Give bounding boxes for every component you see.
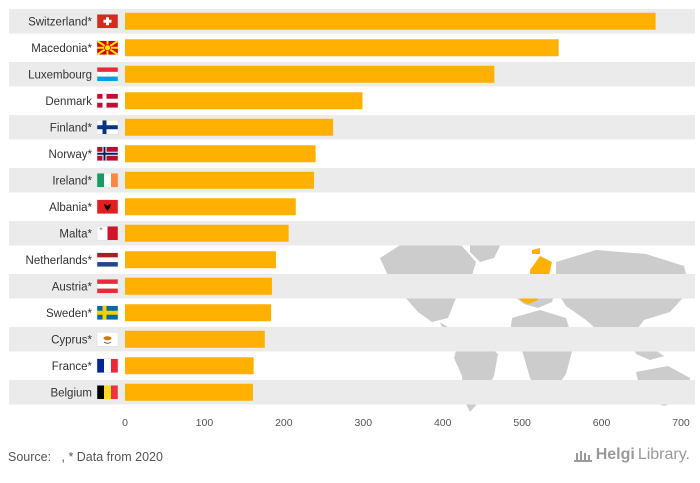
- category-label: Albania*: [49, 202, 92, 214]
- source-note: Source: , * Data from 2020: [8, 450, 163, 464]
- bar: [125, 224, 289, 242]
- category-label: Belgium: [50, 387, 92, 399]
- helgilibrary-logo: Helgi Library.: [573, 446, 690, 464]
- bar: [125, 12, 656, 30]
- bar: [125, 304, 272, 322]
- fr-flag-icon: [96, 358, 119, 373]
- category-label: Switzerland*: [28, 16, 92, 28]
- ch-flag-icon: [96, 14, 119, 29]
- mt-flag-icon: [96, 226, 119, 241]
- brand-name-light: Library.: [637, 446, 690, 463]
- bar: [125, 118, 334, 136]
- library-building-icon: [573, 451, 592, 462]
- category-label: Netherlands*: [26, 255, 93, 267]
- row-stripe: [9, 380, 695, 405]
- category-label: France*: [52, 361, 93, 373]
- category-label: Sweden*: [46, 308, 93, 320]
- category-label: Austria*: [52, 281, 93, 293]
- be-flag-icon: [96, 385, 119, 400]
- ie-flag-icon: [96, 173, 119, 188]
- dk-flag-icon: [96, 93, 119, 108]
- mk-flag-icon: [96, 39, 119, 56]
- bar: [125, 65, 495, 83]
- category-label: Luxembourg: [28, 69, 92, 81]
- x-tick-label: 0: [122, 417, 128, 429]
- x-tick-label: 100: [196, 417, 214, 429]
- bar: [125, 92, 363, 110]
- row-stripe: [9, 221, 695, 246]
- bar: [125, 357, 254, 375]
- row-stripe: [9, 115, 695, 140]
- bar: [125, 171, 315, 189]
- category-label: Denmark: [45, 96, 92, 108]
- category-label: Ireland*: [52, 175, 92, 187]
- bar: [125, 277, 272, 295]
- bar: [125, 330, 265, 348]
- category-label: Finland*: [50, 122, 93, 134]
- category-label: Cyprus*: [51, 334, 92, 346]
- x-tick-label: 600: [593, 417, 611, 429]
- x-tick-label: 200: [275, 417, 293, 429]
- at-flag-icon: [96, 279, 119, 294]
- source-text: Source: , * Data from 2020: [8, 450, 163, 464]
- x-tick-label: 400: [434, 417, 452, 429]
- nl-flag-icon: [96, 252, 119, 267]
- x-tick-label: 500: [513, 417, 531, 429]
- x-tick-label: 300: [355, 417, 373, 429]
- no-flag-icon: [96, 146, 119, 161]
- bar: [125, 251, 276, 269]
- se-flag-icon: [96, 305, 119, 320]
- lu-flag-icon: [96, 67, 119, 82]
- iceland-highlight: [532, 248, 540, 254]
- bar-chart: Switzerland* Macedonia* Luxembourg Denmark F…: [9, 9, 695, 429]
- category-label: Malta*: [59, 228, 92, 240]
- category-label: Norway*: [49, 149, 93, 161]
- row-stripe: [9, 168, 695, 193]
- bar: [125, 145, 316, 163]
- category-label: Macedonia*: [31, 43, 92, 55]
- bar: [125, 383, 253, 401]
- x-tick-label: 700: [672, 417, 690, 429]
- bar: [125, 198, 296, 216]
- bar: [125, 39, 559, 57]
- cy-flag-icon: [96, 332, 119, 347]
- brand-name-bold: Helgi: [595, 446, 635, 463]
- al-flag-icon: [96, 199, 119, 214]
- row-stripe: [9, 327, 695, 352]
- row-stripe: [9, 274, 695, 299]
- fi-flag-icon: [96, 120, 119, 135]
